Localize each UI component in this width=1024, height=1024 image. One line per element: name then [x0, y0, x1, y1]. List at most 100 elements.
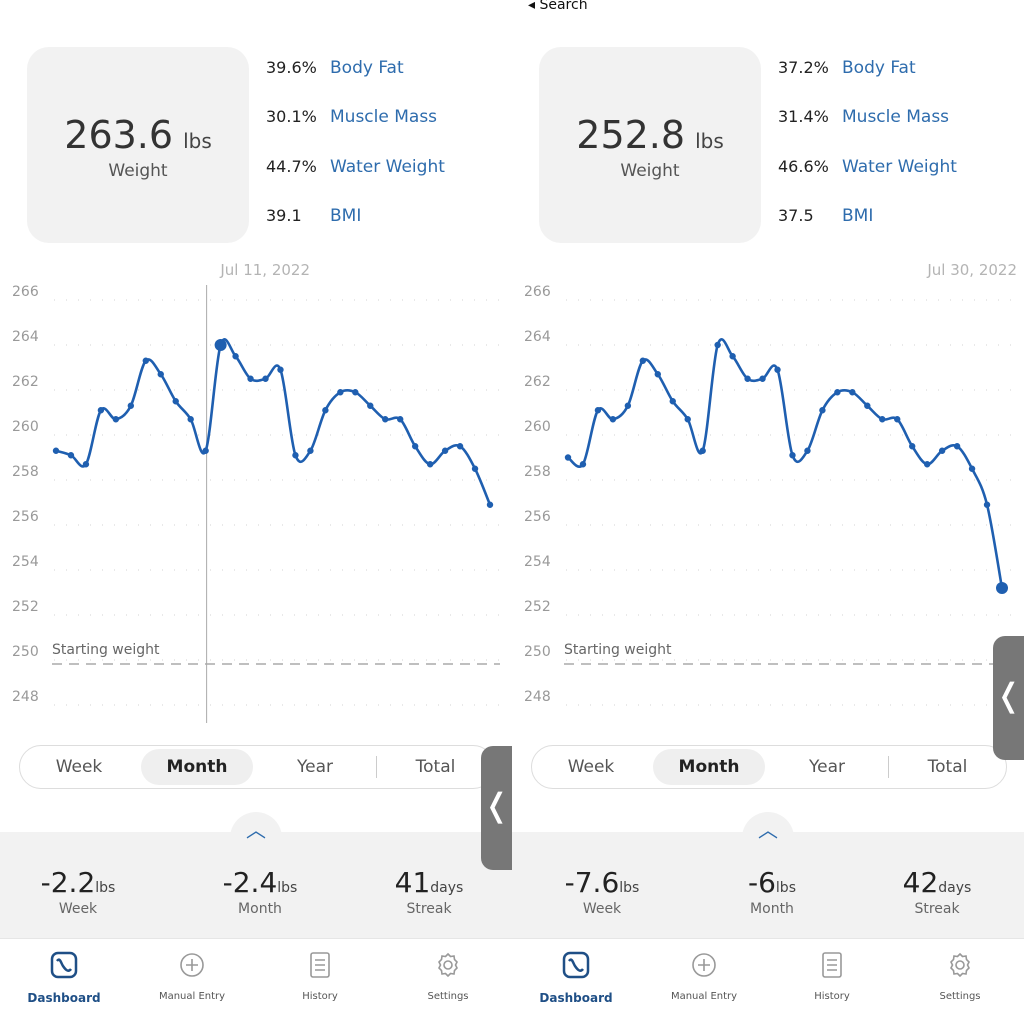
data-point: [456, 443, 464, 450]
starting-weight-label: Starting weight: [564, 642, 672, 658]
y-tick-label: 248: [12, 689, 39, 705]
stat-body-fat[interactable]: 37.2% Body Fat: [778, 58, 916, 78]
data-point: [834, 389, 841, 396]
data-point: [426, 461, 434, 468]
data-point: [112, 416, 120, 423]
tab-settings[interactable]: Settings: [905, 951, 1015, 1002]
data-point: [849, 389, 856, 396]
chevron-left-icon: ❬: [995, 676, 1022, 714]
data-point: [322, 407, 329, 414]
stat-body-fat[interactable]: 39.6% Body Fat: [266, 58, 404, 78]
history-icon: [822, 952, 842, 978]
weight-value: 263.6: [64, 113, 174, 157]
data-point: [669, 398, 676, 405]
data-point: [142, 357, 149, 364]
screen-right: ◂ Search 252.8 lbs Weight 37.2% Body Fat 3…: [512, 0, 1024, 1024]
history-icon: [310, 952, 330, 978]
summary-week: -2.2lbs Week: [40, 866, 116, 917]
data-point: [307, 447, 314, 454]
y-tick-label: 262: [12, 374, 39, 390]
gear-icon: [438, 952, 458, 978]
weight-value: 252.8: [576, 113, 686, 157]
chevron-up-icon: ︿: [246, 818, 266, 842]
data-point: [172, 398, 179, 405]
range-year[interactable]: Year: [297, 757, 333, 777]
tab-history[interactable]: History: [265, 951, 375, 1002]
side-drawer-handle[interactable]: ❬: [481, 746, 512, 870]
back-to-search-link[interactable]: ◂ Search: [528, 0, 588, 13]
y-tick-label: 264: [524, 329, 551, 345]
data-point: [624, 402, 632, 409]
stat-bmi[interactable]: 37.5 BMI: [778, 206, 874, 226]
y-tick-label: 262: [524, 374, 551, 390]
data-point: [471, 465, 479, 472]
weight-card[interactable]: 252.8 lbs Weight: [539, 47, 761, 243]
selected-date: Jul 30, 2022: [927, 261, 1017, 279]
range-month[interactable]: Month: [653, 749, 765, 785]
data-point: [729, 353, 736, 360]
tab-dashboard[interactable]: Dashboard: [9, 951, 119, 1005]
plus-circle-icon: [692, 953, 716, 977]
weight-card[interactable]: 263.6 lbs Weight: [27, 47, 249, 243]
range-year[interactable]: Year: [809, 757, 845, 777]
data-point: [579, 461, 587, 468]
stat-bmi[interactable]: 39.1 BMI: [266, 206, 362, 226]
segment-divider: [888, 756, 889, 778]
y-tick-label: 248: [524, 689, 551, 705]
stat-water-weight[interactable]: 44.7% Water Weight: [266, 157, 445, 177]
weight-label: Weight: [108, 161, 168, 181]
side-drawer-handle[interactable]: ❬: [993, 636, 1024, 760]
data-point: [654, 371, 661, 378]
stat-muscle-mass[interactable]: 31.4% Muscle Mass: [778, 107, 950, 127]
chevron-up-icon: ︿: [758, 818, 778, 842]
data-point: [983, 501, 991, 508]
tab-bar: Dashboard Manual Entry History Settings: [0, 938, 512, 1024]
stat-muscle-mass[interactable]: 30.1% Muscle Mass: [266, 107, 438, 127]
y-tick-label: 256: [524, 509, 551, 525]
range-selector: Week Month Year Total: [531, 745, 1007, 789]
data-point: [684, 416, 691, 423]
range-week[interactable]: Week: [567, 757, 615, 777]
summary-streak: 42days Streak: [902, 866, 972, 917]
tab-manual-entry[interactable]: Manual Entry: [649, 951, 759, 1002]
y-tick-label: 266: [524, 284, 551, 300]
starting-weight-label: Starting weight: [52, 642, 160, 658]
data-point: [789, 452, 796, 459]
y-tick-label: 250: [524, 644, 551, 660]
tab-bar: Dashboard Manual Entry History Settings: [512, 938, 1024, 1024]
dashboard-icon: [50, 951, 78, 979]
expand-summary-button[interactable]: ︿: [742, 812, 794, 846]
weight-chart[interactable]: 266 264 262 260 258 256 254 252 250 248 Starting w…: [0, 275, 512, 730]
data-point: [397, 416, 404, 423]
weight-chart[interactable]: 266 264 262 260 258 256 254 252 250 248 Starting w…: [512, 275, 1024, 730]
summary-panel: [512, 832, 1024, 938]
data-point: [97, 407, 105, 414]
tab-dashboard[interactable]: Dashboard: [521, 951, 631, 1005]
data-point: [639, 357, 647, 364]
range-week[interactable]: Week: [55, 757, 103, 777]
range-total[interactable]: Total: [415, 757, 456, 777]
tab-settings[interactable]: Settings: [393, 951, 503, 1002]
data-point: [486, 501, 494, 508]
range-total[interactable]: Total: [927, 757, 968, 777]
dashboard-icon: [562, 951, 590, 979]
tab-manual-entry[interactable]: Manual Entry: [137, 951, 247, 1002]
y-tick-label: 260: [524, 419, 551, 435]
y-tick-label: 264: [12, 329, 39, 345]
y-tick-label: 254: [524, 554, 551, 570]
data-point: [953, 443, 961, 450]
data-point: [352, 389, 359, 396]
y-tick-label: 252: [524, 599, 551, 615]
range-month[interactable]: Month: [141, 749, 253, 785]
chevron-left-icon: ❬: [483, 786, 510, 824]
stat-water-weight[interactable]: 46.6% Water Weight: [778, 157, 957, 177]
summary-streak: 41days Streak: [394, 866, 464, 917]
tab-history[interactable]: History: [777, 951, 887, 1002]
weight-unit: lbs: [183, 129, 212, 153]
expand-summary-button[interactable]: ︿: [230, 812, 282, 846]
segment-divider: [376, 756, 377, 778]
data-point: [82, 461, 90, 468]
data-point: [594, 407, 602, 414]
y-tick-label: 252: [12, 599, 39, 615]
data-point: [411, 443, 419, 450]
